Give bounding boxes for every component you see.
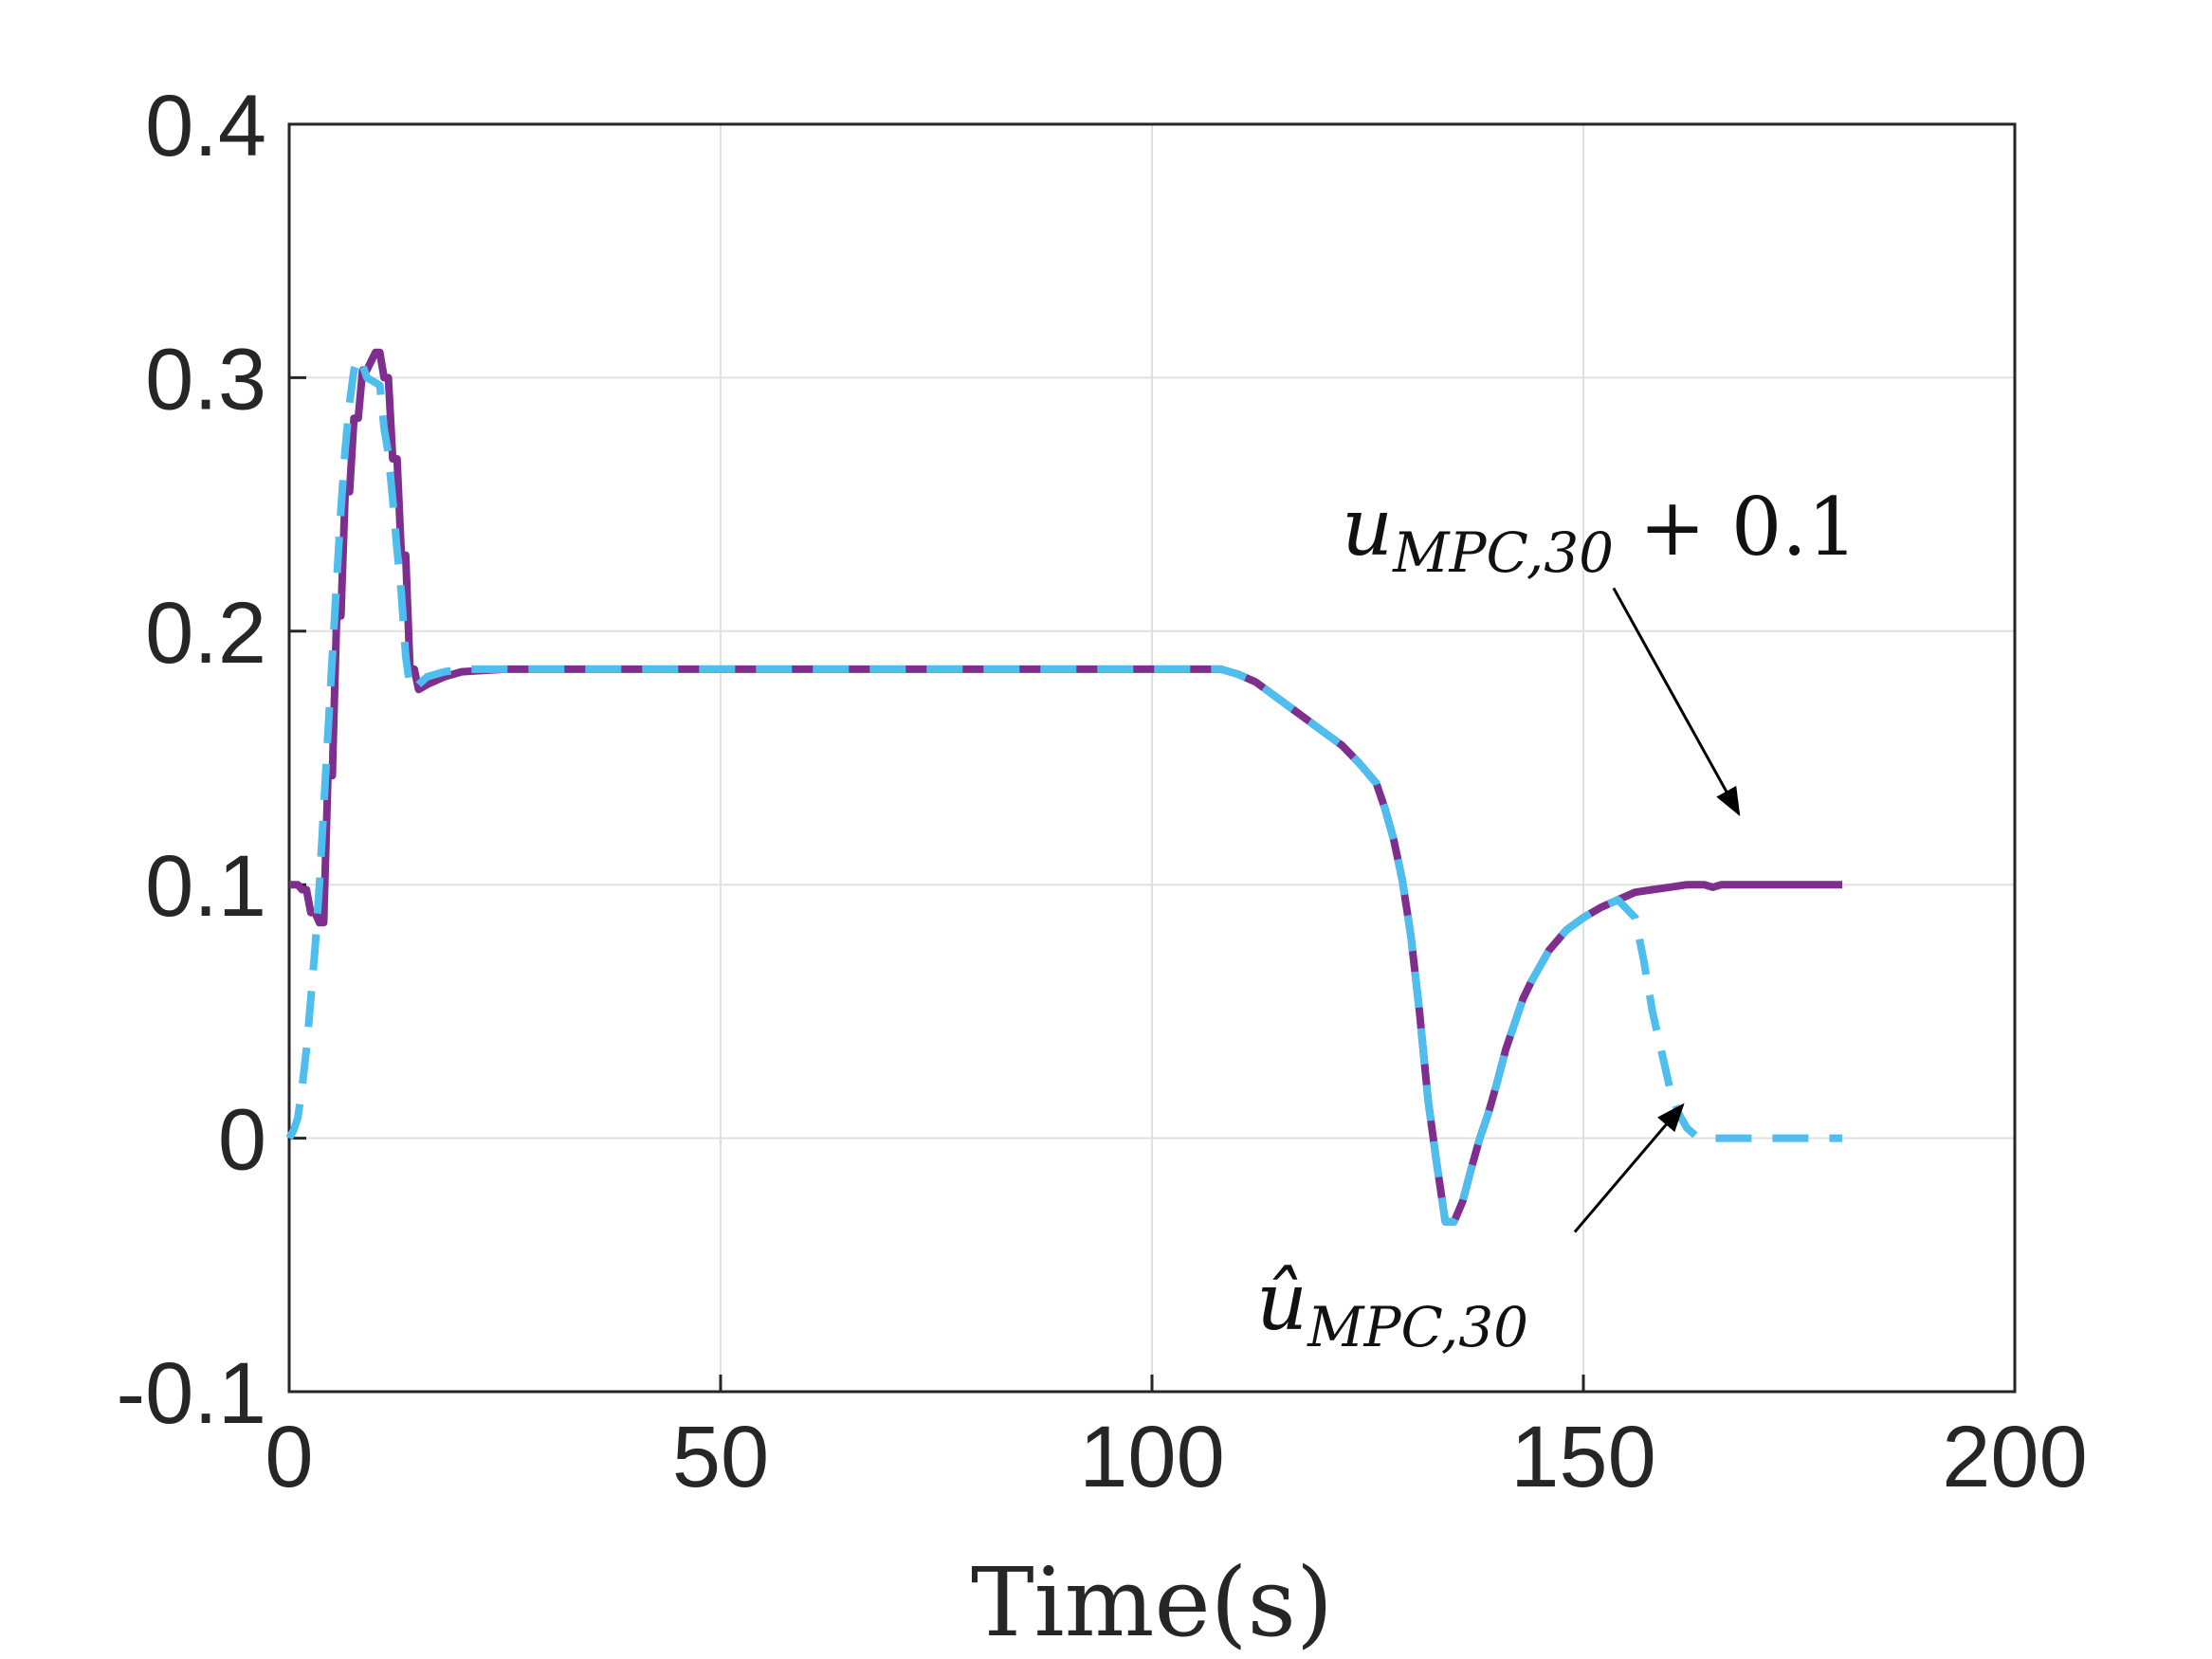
annotation-arrow [1612, 587, 1741, 816]
annotation-offset: + 0.1 [1614, 481, 1857, 574]
series-line-u-hat-mpc [285, 354, 1842, 1226]
y-tick-label: 0.1 [145, 838, 266, 935]
x-tick-label: 200 [1942, 1409, 2088, 1505]
x-axis-title: Time(s) [971, 1547, 1333, 1658]
x-tick-label: 50 [672, 1409, 769, 1505]
y-tick-label: 0 [218, 1092, 266, 1189]
x-tick-label: 100 [1079, 1409, 1225, 1505]
annotation-symbol: û [1256, 1255, 1307, 1348]
axis-ticks: 0 50 100 150 200-0.100.10.20.30.4 [116, 78, 2087, 1505]
lower-annotation: ûMPC,30 [1256, 1255, 1528, 1359]
annotation-arrow [1573, 1103, 1685, 1233]
y-tick-label: -0.1 [116, 1345, 266, 1442]
grid [289, 124, 2015, 1392]
x-tick-label: 0 [265, 1409, 313, 1505]
x-tick-label: 150 [1510, 1409, 1656, 1505]
y-tick-label: 0.2 [145, 585, 266, 682]
upper-annotation: uMPC,30 + 0.1 [1342, 481, 1857, 585]
y-tick-label: 0.3 [145, 331, 266, 428]
y-tick-label: 0.4 [145, 78, 266, 174]
series-group [285, 348, 1842, 1226]
annotation-subscript: MPC,30 [1307, 1295, 1528, 1359]
annotation-subscript: MPC,30 [1392, 520, 1614, 585]
annotation-symbol: u [1342, 481, 1393, 574]
